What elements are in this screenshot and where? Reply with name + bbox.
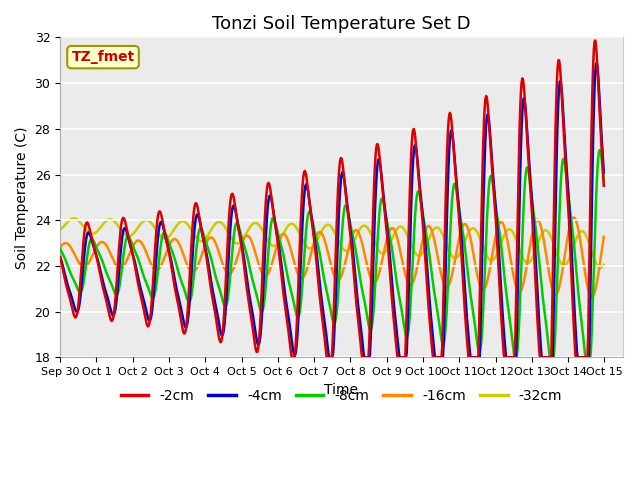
Line: -32cm: -32cm [60,218,604,268]
-16cm [419,239,426,245]
X-axis label: Time: Time [324,383,358,396]
Y-axis label: Soil Temperature (C): Soil Temperature (C) [15,126,29,269]
-8cm [511,355,519,360]
-4cm [268,196,275,202]
-16cm [120,263,128,268]
Line: -16cm: -16cm [60,217,604,297]
-4cm [120,226,128,232]
-4cm [220,326,228,332]
-2cm [56,254,64,260]
-2cm [288,355,296,360]
-8cm [220,301,228,307]
-2cm [419,224,427,229]
-32cm [70,216,77,221]
-8cm [247,270,255,276]
-4cm [593,60,600,66]
-4cm [56,254,64,260]
-8cm [600,178,607,183]
-16cm [588,294,596,300]
-32cm [121,231,129,237]
-16cm [388,225,396,231]
-8cm [120,249,128,254]
-4cm [600,169,607,175]
-8cm [388,245,396,251]
Line: -2cm: -2cm [60,40,604,358]
-32cm [221,224,228,229]
-32cm [56,227,64,233]
-4cm [247,301,255,307]
-16cm [570,215,578,220]
-32cm [248,222,255,228]
-16cm [56,245,64,251]
-8cm [56,246,64,252]
-2cm [600,183,607,189]
-2cm [220,315,228,321]
-2cm [120,216,128,221]
-16cm [600,234,607,240]
-32cm [596,265,604,271]
-32cm [600,262,607,267]
Title: Tonzi Soil Temperature Set D: Tonzi Soil Temperature Set D [212,15,470,33]
Line: -4cm: -4cm [60,63,604,358]
-32cm [419,249,427,255]
-4cm [419,215,427,221]
-2cm [268,194,275,200]
-8cm [596,147,604,153]
-4cm [388,286,396,292]
-32cm [388,235,396,240]
Legend: -2cm, -4cm, -8cm, -16cm, -32cm: -2cm, -4cm, -8cm, -16cm, -32cm [115,383,568,408]
-2cm [388,304,396,310]
Line: -8cm: -8cm [60,150,604,358]
-2cm [247,312,255,317]
-8cm [419,208,426,214]
Text: TZ_fmet: TZ_fmet [72,50,134,64]
-16cm [247,237,255,242]
-32cm [268,243,276,249]
-4cm [326,355,333,360]
-16cm [268,263,275,268]
-2cm [591,37,599,43]
-8cm [268,219,275,225]
-16cm [220,264,228,270]
